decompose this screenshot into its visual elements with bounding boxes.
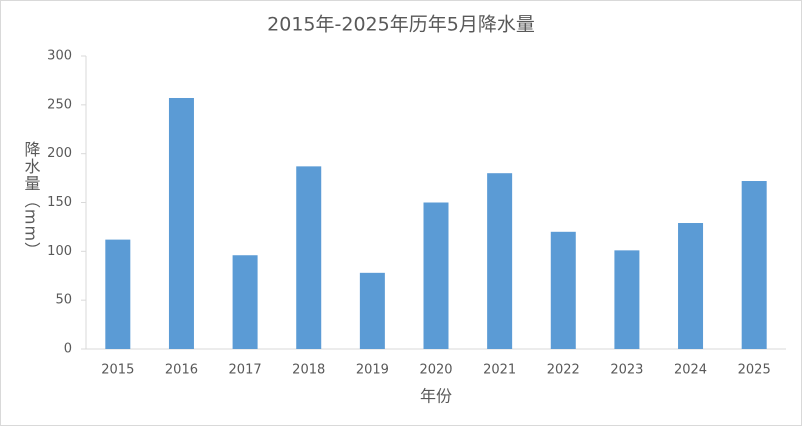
x-tick-label: 2017: [229, 363, 262, 378]
chart-title: 2015年-2025年历年5月降水量: [267, 14, 535, 36]
y-tick-label: 150: [47, 195, 72, 210]
y-tick-label: 250: [47, 97, 72, 112]
bar: [296, 166, 322, 349]
x-tick-label: 2023: [610, 363, 643, 378]
y-tick-label: 50: [55, 293, 72, 308]
x-tick-label: 2021: [483, 363, 516, 378]
y-tick-label: 0: [64, 342, 72, 357]
y-tick-label: 300: [47, 49, 72, 64]
bar: [359, 272, 385, 349]
x-axis-label: 年份: [420, 387, 452, 406]
x-tick-label: 2025: [738, 363, 771, 378]
x-tick-label: 2022: [547, 363, 580, 378]
bar: [614, 250, 640, 349]
bar: [741, 181, 767, 349]
bar: [487, 173, 513, 349]
x-tick-label: 2015: [101, 363, 134, 378]
bar: [423, 202, 449, 349]
x-tick-label: 2016: [165, 363, 198, 378]
y-tick-label: 200: [47, 146, 72, 161]
x-tick-label: 2020: [419, 363, 452, 378]
x-tick-label: 2019: [356, 363, 389, 378]
bar: [232, 255, 258, 349]
bar: [168, 97, 194, 349]
y-tick-label: 100: [47, 244, 72, 259]
bar: [105, 239, 131, 349]
x-tick-label: 2024: [674, 363, 707, 378]
y-axis-label: 降水量（mm）: [22, 141, 41, 259]
x-tick-label: 2018: [292, 363, 325, 378]
bar: [550, 231, 576, 349]
bar: [678, 223, 704, 349]
